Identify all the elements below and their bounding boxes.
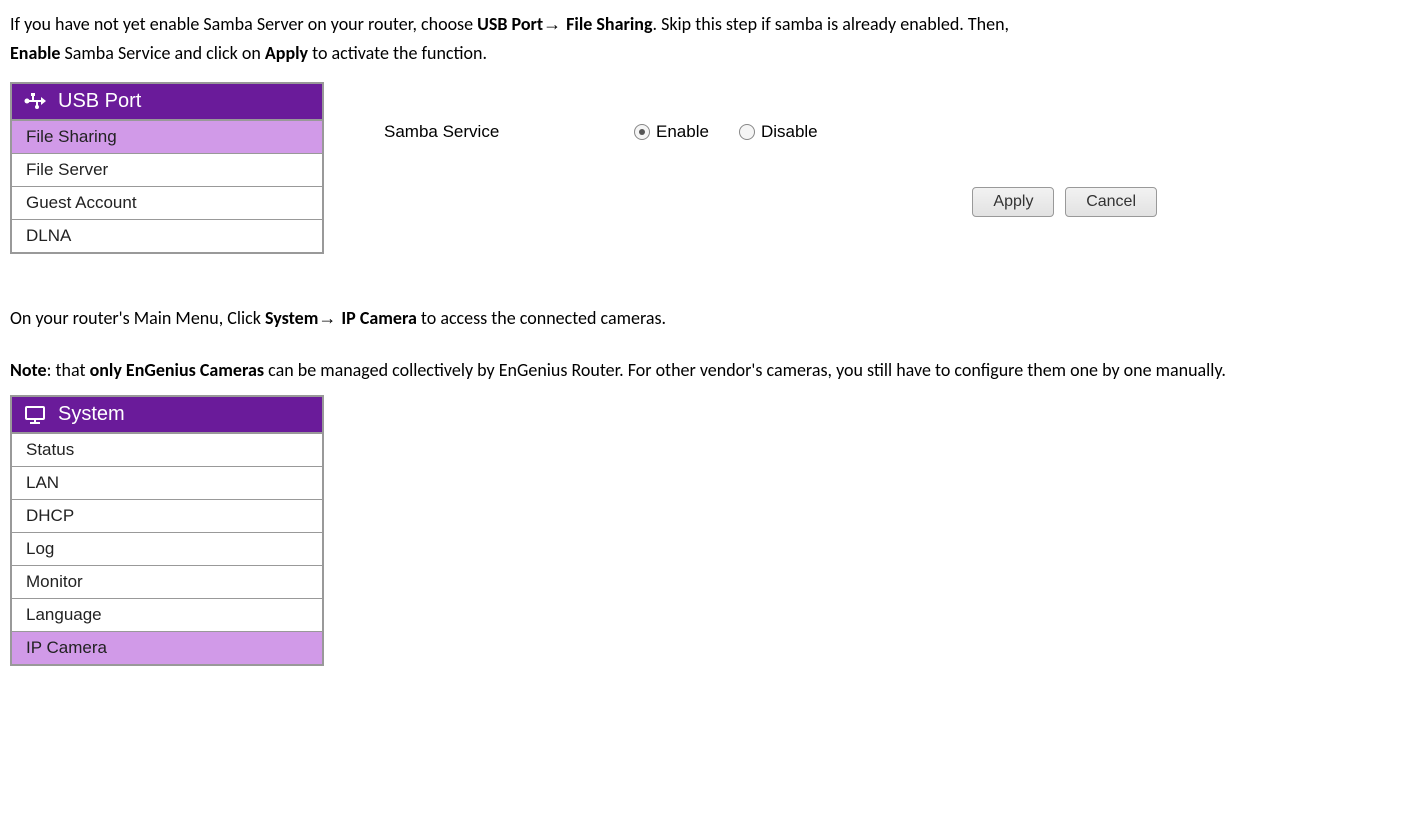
menu-item-label: DLNA xyxy=(26,226,71,245)
menu-item-label: Language xyxy=(26,605,102,624)
paragraph-2: On your router's Main Menu, Click System… xyxy=(10,304,1397,333)
bold-text: USB Port xyxy=(477,13,543,35)
menu-item-status[interactable]: Status xyxy=(12,433,322,466)
radio-option-enable[interactable]: Enable xyxy=(634,122,709,142)
menu-item-label: Status xyxy=(26,440,74,459)
menu-item-label: Log xyxy=(26,539,54,558)
bold-text: File Sharing xyxy=(566,13,652,35)
menu-item-monitor[interactable]: Monitor xyxy=(12,565,322,598)
menu-item-lan[interactable]: LAN xyxy=(12,466,322,499)
bold-text: Apply xyxy=(265,42,308,64)
cancel-button[interactable]: Cancel xyxy=(1065,187,1157,217)
menu-item-dhcp[interactable]: DHCP xyxy=(12,499,322,532)
usb-port-menu-header[interactable]: USB Port xyxy=(12,84,322,120)
radio-disable[interactable] xyxy=(739,124,755,140)
menu-item-guest-account[interactable]: Guest Account xyxy=(12,186,322,219)
menu-header-label: USB Port xyxy=(58,90,141,113)
text: : that xyxy=(47,359,90,381)
bold-text: Enable xyxy=(10,42,60,64)
menu-header-label: System xyxy=(58,403,125,426)
monitor-icon xyxy=(24,406,46,424)
bold-text: only EnGenius Cameras xyxy=(90,359,265,381)
menu-item-label: Monitor xyxy=(26,572,83,591)
text: . Skip this step if samba is already ena… xyxy=(652,13,1009,35)
menu-item-label: DHCP xyxy=(26,506,74,525)
menu-item-label: Guest Account xyxy=(26,193,137,212)
samba-service-label: Samba Service xyxy=(384,122,634,142)
samba-service-row: Samba Service Enable Disable xyxy=(384,122,1397,142)
arrow-icon: → xyxy=(318,308,341,328)
radio-label: Enable xyxy=(656,122,709,142)
samba-radio-group: Enable Disable xyxy=(634,122,848,142)
menu-item-file-server[interactable]: File Server xyxy=(12,153,322,186)
apply-button[interactable]: Apply xyxy=(972,187,1054,217)
radio-option-disable[interactable]: Disable xyxy=(739,122,818,142)
text: to activate the function. xyxy=(308,42,487,64)
bold-text: IP Camera xyxy=(341,307,416,329)
usb-port-menu: USB Port File Sharing File Server Guest … xyxy=(10,82,324,254)
menu-item-dlna[interactable]: DLNA xyxy=(12,219,322,252)
paragraph-1: If you have not yet enable Samba Server … xyxy=(10,10,1397,68)
menu-item-ip-camera[interactable]: IP Camera xyxy=(12,631,322,664)
menu-item-file-sharing[interactable]: File Sharing xyxy=(12,120,322,153)
arrow-icon: → xyxy=(543,14,566,34)
radio-enable[interactable] xyxy=(634,124,650,140)
bold-text: System xyxy=(265,307,318,329)
radio-label: Disable xyxy=(761,122,818,142)
usb-port-section: USB Port File Sharing File Server Guest … xyxy=(10,72,1397,274)
text: Samba Service and click on xyxy=(60,42,264,64)
text: to access the connected cameras. xyxy=(417,307,666,329)
system-menu: System Status LAN DHCP Log Monitor Langu… xyxy=(10,395,324,666)
menu-item-label: File Server xyxy=(26,160,108,179)
button-row: Apply Cancel xyxy=(384,187,1397,217)
menu-item-log[interactable]: Log xyxy=(12,532,322,565)
system-menu-header[interactable]: System xyxy=(12,397,322,433)
samba-settings-panel: Samba Service Enable Disable Apply Cance… xyxy=(324,72,1397,217)
menu-item-language[interactable]: Language xyxy=(12,598,322,631)
bold-text: Note xyxy=(10,359,47,381)
menu-item-label: LAN xyxy=(26,473,59,492)
menu-item-label: File Sharing xyxy=(26,127,117,146)
text: On your router's Main Menu, Click xyxy=(10,307,265,329)
text: can be managed collectively by EnGenius … xyxy=(264,359,1226,381)
usb-icon xyxy=(24,92,46,110)
menu-item-label: IP Camera xyxy=(26,638,107,657)
text: If you have not yet enable Samba Server … xyxy=(10,13,477,35)
paragraph-3: Note: that only EnGenius Cameras can be … xyxy=(10,356,1397,385)
